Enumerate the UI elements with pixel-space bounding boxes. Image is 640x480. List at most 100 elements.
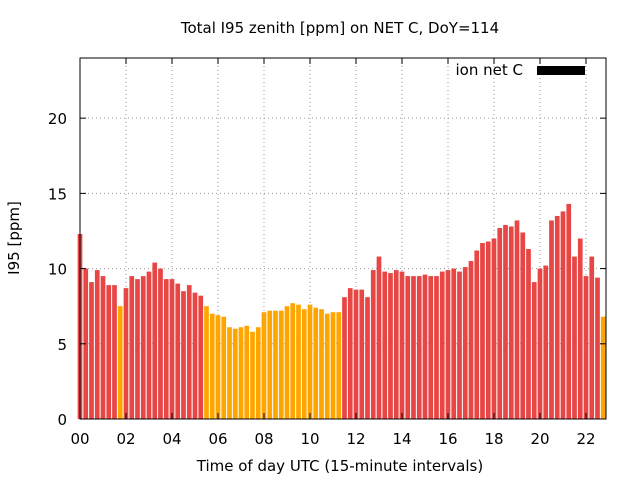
- bar: [462, 267, 468, 419]
- bar: [313, 307, 319, 419]
- bar: [595, 277, 600, 419]
- bar: [583, 276, 589, 419]
- x-tick-label: 10: [300, 430, 319, 448]
- bar: [342, 297, 347, 419]
- bar: [491, 238, 497, 419]
- bar: [273, 310, 278, 419]
- bar: [100, 276, 106, 419]
- chart-title: Total I95 zenith [ppm] on NET C, DoY=114: [180, 19, 499, 37]
- bar: [244, 325, 250, 419]
- x-tick-label: 04: [162, 430, 181, 448]
- bar: [508, 226, 514, 419]
- bar: [422, 274, 428, 419]
- bar: [543, 265, 549, 419]
- x-ticks: 00 02 04 06 08 10 12 14 16 18 20 22: [70, 58, 596, 448]
- y-tick-label: 20: [48, 110, 67, 128]
- bar: [169, 279, 175, 419]
- bar: [290, 303, 296, 419]
- bar: [445, 270, 451, 419]
- bar: [215, 315, 221, 419]
- bar: [549, 220, 554, 419]
- bar: [106, 285, 112, 419]
- bar: [514, 220, 520, 419]
- bar: [365, 297, 370, 419]
- bar: [600, 316, 606, 419]
- x-tick-label: 08: [254, 430, 273, 448]
- bar: [589, 256, 595, 419]
- bar: [480, 243, 485, 419]
- bar: [393, 270, 399, 419]
- bar: [221, 316, 227, 419]
- bar: [330, 312, 336, 419]
- bar: [537, 268, 543, 419]
- bar: [399, 271, 405, 419]
- bar: [278, 310, 284, 419]
- bar: [416, 276, 422, 419]
- bar: [566, 203, 572, 419]
- bar: [261, 312, 267, 419]
- y-tick-label: 0: [57, 411, 67, 429]
- bar: [411, 276, 416, 419]
- plot-frame: [79, 57, 607, 420]
- bar: [554, 215, 560, 419]
- y-axis-label: I95 [ppm]: [5, 201, 23, 275]
- bar: [181, 291, 186, 419]
- bar: [577, 238, 583, 419]
- legend-swatch: [537, 66, 585, 75]
- bar: [434, 276, 439, 419]
- bar: [117, 306, 123, 419]
- bar: [353, 289, 359, 419]
- x-tick-label: 12: [346, 430, 365, 448]
- y-tick-label: 10: [48, 261, 67, 279]
- bar: [175, 283, 181, 420]
- x-tick-label: 14: [392, 430, 411, 448]
- legend: ion net C: [456, 61, 585, 79]
- bar: [129, 276, 135, 419]
- bar: [255, 327, 261, 419]
- bar: [457, 271, 462, 419]
- bar: [152, 262, 158, 419]
- bar: [359, 289, 365, 419]
- bar: [140, 276, 146, 419]
- bar: [186, 285, 192, 419]
- bar: [267, 310, 273, 419]
- bar: [319, 309, 324, 419]
- bar: [451, 268, 457, 419]
- bar: [526, 249, 531, 419]
- bar: [560, 211, 566, 419]
- bar: [163, 279, 169, 419]
- bar: [146, 271, 152, 419]
- x-tick-label: 20: [530, 430, 549, 448]
- bar: [376, 256, 382, 419]
- bar: [250, 331, 255, 419]
- x-tick-label: 22: [576, 430, 595, 448]
- bar: [485, 241, 491, 419]
- y-tick-label: 15: [48, 185, 67, 203]
- bar: [531, 282, 537, 419]
- bar: [198, 295, 204, 419]
- bar: [572, 256, 577, 419]
- bar: [204, 306, 209, 419]
- bar: [520, 232, 526, 419]
- x-tick-label: 06: [208, 430, 227, 448]
- x-tick-label: 02: [116, 430, 135, 448]
- bar: [497, 227, 503, 419]
- bar: [301, 309, 307, 419]
- bar: [123, 288, 129, 419]
- bar: [209, 313, 215, 419]
- x-tick-label: 18: [484, 430, 503, 448]
- y-ticks: 0 5 10 15 20: [48, 110, 606, 429]
- bar: [158, 268, 163, 419]
- bar: [336, 312, 342, 419]
- bar: [382, 271, 388, 419]
- bar: [192, 292, 198, 419]
- y-tick-label: 5: [57, 336, 67, 354]
- bar: [439, 271, 445, 419]
- bar: [503, 224, 508, 419]
- bar: [388, 273, 393, 419]
- bar: [474, 250, 480, 419]
- bar: [135, 279, 140, 419]
- bar: [94, 270, 100, 419]
- bar: [284, 306, 290, 419]
- bar: [89, 282, 94, 419]
